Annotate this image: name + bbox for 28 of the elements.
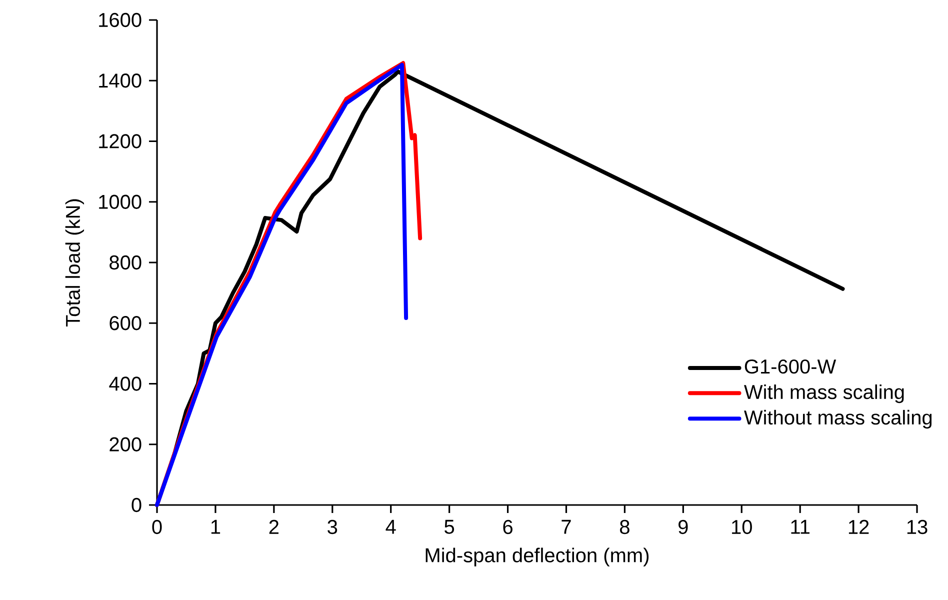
- x-tick-label: 8: [620, 520, 630, 534]
- x-tick-label: 4: [386, 520, 396, 534]
- x-tick-label: 10: [732, 520, 752, 534]
- x-tick-label: 6: [503, 520, 512, 534]
- y-tick-label: 200: [110, 437, 142, 452]
- legend-label: Without mass scaling: [744, 410, 932, 429]
- x-tick-label: 2: [269, 520, 278, 534]
- x-tick-label: 0: [152, 520, 162, 534]
- x-tick-label: 13: [907, 520, 928, 534]
- x-tick-label: 9: [678, 520, 688, 534]
- x-tick-label: 3: [328, 520, 338, 534]
- y-tick-label: 1200: [99, 134, 142, 148]
- x-axis-title: Mid-span deflection (mm): [426, 548, 649, 566]
- y-tick-label: 0: [132, 498, 142, 512]
- legend-label: G1-600-W: [744, 359, 836, 374]
- legend-label: With mass scaling: [744, 384, 904, 404]
- x-tick-label: 12: [848, 520, 869, 534]
- y-tick-label: 600: [110, 316, 142, 330]
- y-tick-label: 1000: [99, 194, 142, 209]
- x-tick-label: 5: [444, 520, 454, 534]
- x-tick-label: 1: [211, 520, 220, 534]
- x-tick-label: 11: [791, 520, 810, 534]
- x-tick-label: 7: [562, 520, 571, 534]
- y-axis-title: Total load (kN): [65, 199, 84, 327]
- y-tick-label: 400: [109, 376, 142, 391]
- y-tick-label: 1600: [99, 12, 142, 28]
- y-tick-label: 800: [110, 255, 142, 270]
- y-tick-label: 1400: [99, 74, 142, 88]
